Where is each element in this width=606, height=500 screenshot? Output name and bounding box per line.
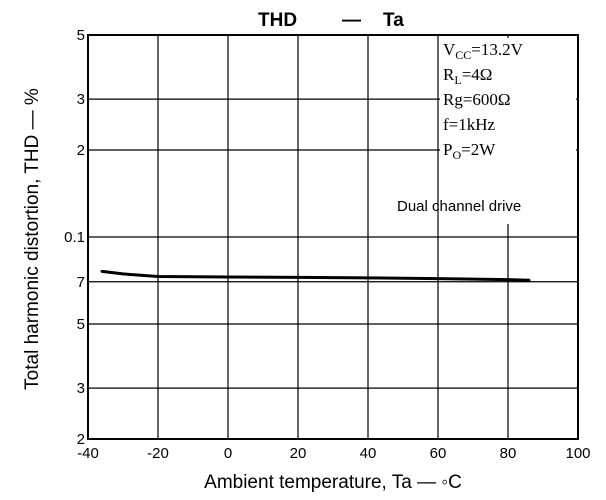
x-tick-label: 40 — [360, 445, 377, 462]
conditions-box-bg — [440, 38, 576, 224]
x-tick-label: 60 — [430, 445, 447, 462]
x-tick-labels: -40 -20 0 20 40 60 80 100 — [77, 445, 590, 462]
y-tick-label: 0.1 — [64, 229, 85, 246]
x-tick-label: 80 — [500, 445, 517, 462]
condition-line: f=1kHz — [443, 115, 496, 134]
x-tick-label: 100 — [565, 445, 590, 462]
x-tick-label: 20 — [290, 445, 307, 462]
drive-note: Dual channel drive — [397, 198, 521, 215]
thd-series-line — [100, 269, 531, 282]
condition-line: VCC=13.2V — [443, 40, 524, 62]
y-tick-label: 5 — [77, 316, 85, 333]
condition-line: PO=2W — [443, 140, 496, 162]
plot-frame — [87, 34, 579, 440]
test-conditions: VCC=13.2V RL=4Ω Rg=600Ω f=1kHz PO=2W — [443, 40, 524, 162]
x-axis-label: Ambient temperature, Ta — ◦C — [204, 472, 462, 493]
y-tick-label: 2 — [77, 142, 85, 159]
y-tick-labels: 2 3 5 7 0.1 2 3 5 — [64, 27, 85, 448]
condition-line: RL=4Ω — [443, 65, 492, 87]
x-tick-label: -40 — [77, 445, 99, 462]
y-axis-label: Total harmonic distortion, THD — % — [22, 88, 43, 390]
y-tick-label: 2 — [77, 431, 85, 448]
chart-title-left: THD — [258, 10, 297, 31]
chart-title: THD — Ta — [258, 10, 404, 31]
y-tick-label: 7 — [77, 274, 85, 291]
x-tick-label: 0 — [224, 445, 232, 462]
x-tick-label: -20 — [147, 445, 169, 462]
series-layer — [100, 269, 531, 282]
y-tick-label: 3 — [77, 380, 85, 397]
condition-line: Rg=600Ω — [443, 90, 511, 109]
y-tick-label: 5 — [77, 27, 85, 44]
chart-title-right: Ta — [383, 10, 404, 31]
y-tick-label: 3 — [77, 91, 85, 108]
chart-title-dash: — — [342, 10, 361, 31]
